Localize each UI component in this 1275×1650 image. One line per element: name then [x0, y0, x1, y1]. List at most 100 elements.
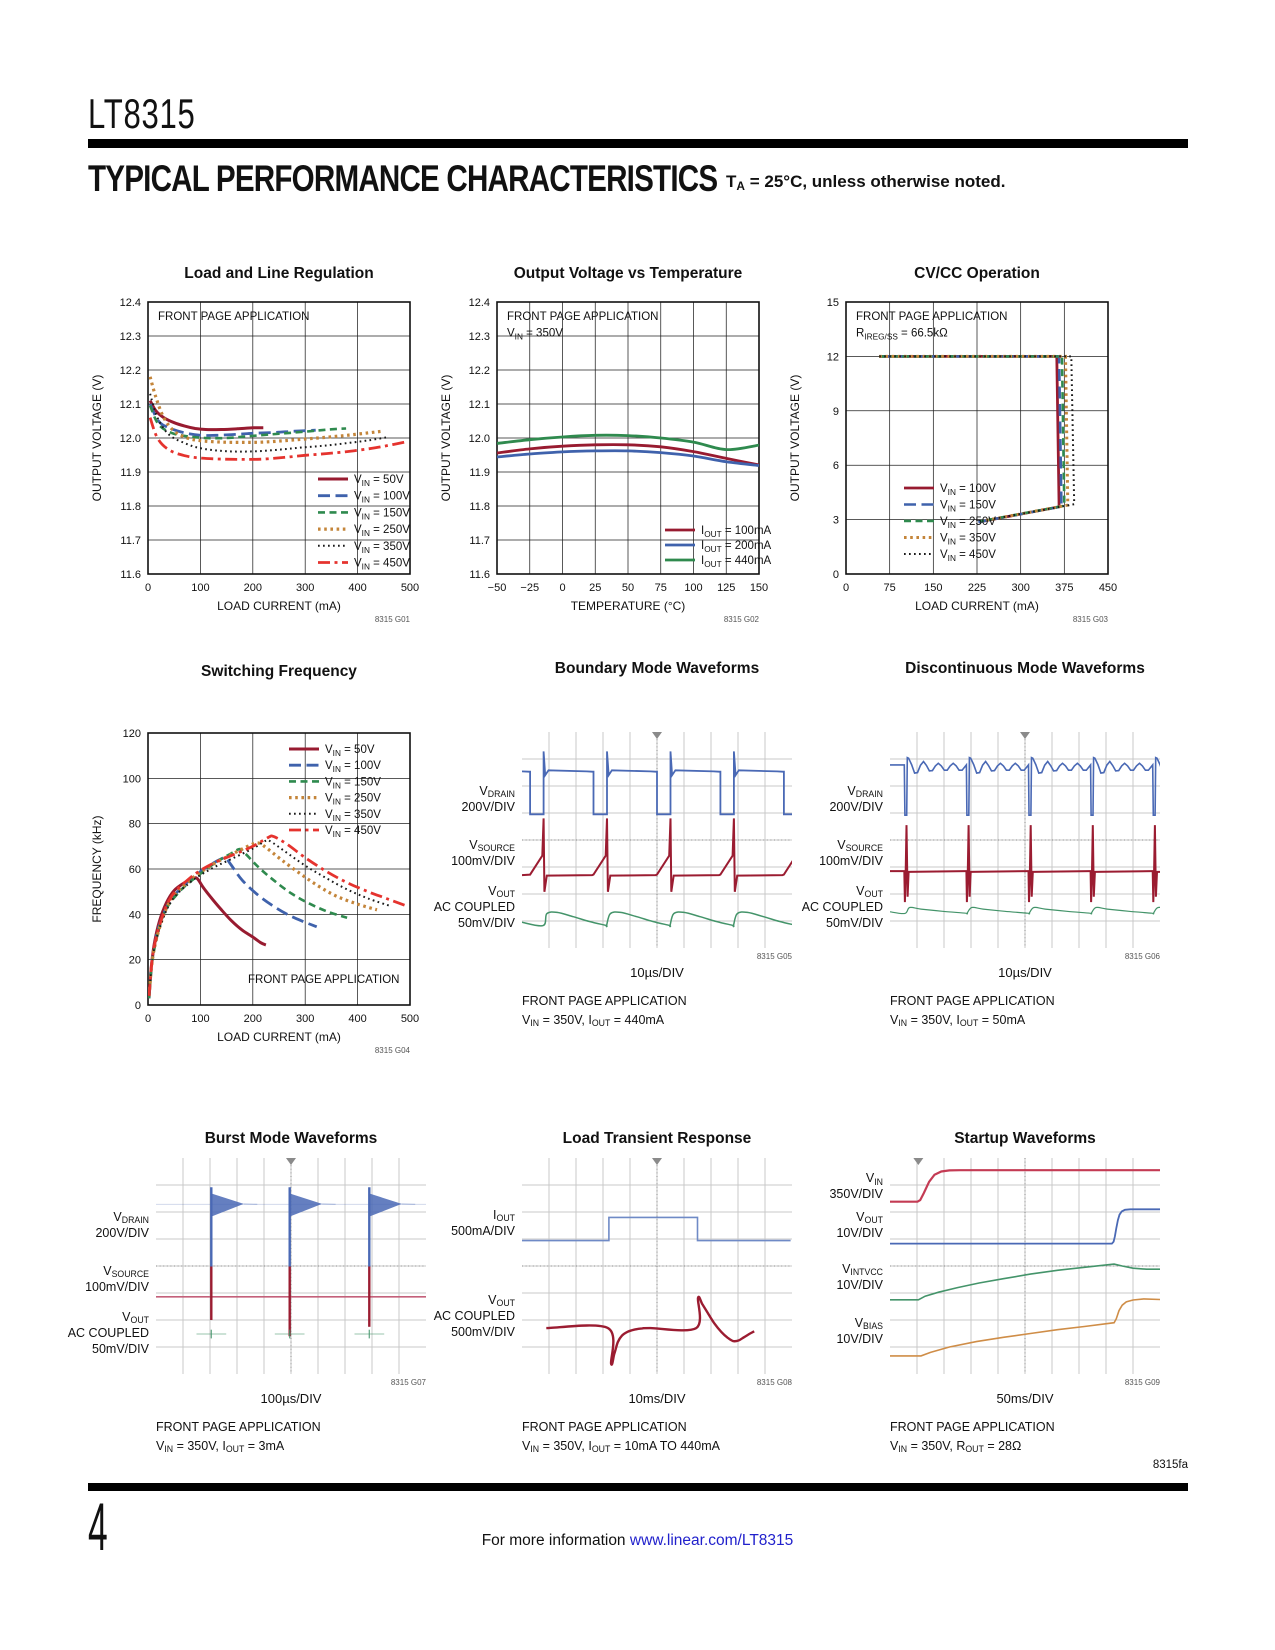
legend: VIN = 100V VIN = 150V VIN = 250V VIN = 350V… — [904, 483, 996, 563]
scope-canvas — [890, 732, 1160, 948]
series-v-in-50v — [148, 399, 264, 432]
svg-text:500: 500 — [401, 582, 419, 594]
plot-canvas: Switching Frequency 0 100 200 300 400 500 0 20 40… — [90, 663, 419, 1055]
scope-channel-label: VDRAIN 200V/DIV — [461, 783, 515, 814]
svg-text:20: 20 — [129, 955, 141, 967]
series-v-in-450v — [879, 355, 1076, 520]
scope-channel-label: VOUT AC COUPLED 500mV/DIV — [433, 1292, 515, 1339]
chart-discontinuous-mode-waveforms: Discontinuous Mode Waveforms VDRAIN 200V/D… — [800, 660, 1172, 1070]
svg-text:75: 75 — [884, 582, 896, 594]
trace-vdrain-tail-0 — [243, 1203, 258, 1205]
svg-text:50: 50 — [622, 582, 634, 594]
svg-text:225: 225 — [968, 582, 986, 594]
svg-text:VIN = 250V: VIN = 250V — [325, 793, 381, 807]
series-v-in-100v — [879, 355, 1061, 524]
svg-text:12.2: 12.2 — [469, 365, 490, 377]
svg-text:VIN = 350V: VIN = 350V — [940, 533, 996, 547]
chart-startup-waveforms: Startup Waveforms VIN 350V/DIV VOUT 10V/DIV V… — [800, 1130, 1172, 1530]
graph-number: 8315 G08 — [756, 1378, 792, 1387]
part-number: LT8315 — [88, 90, 196, 137]
svg-text:200: 200 — [244, 1013, 262, 1025]
svg-text:11.8: 11.8 — [469, 501, 490, 513]
svg-text:150: 150 — [924, 582, 942, 594]
svg-text:FRONT PAGE APPLICATION: FRONT PAGE APPLICATION — [248, 974, 399, 986]
svg-text:15: 15 — [827, 297, 839, 309]
series-v-in-150v — [879, 355, 1063, 524]
svg-text:VIN = 250V: VIN = 250V — [354, 524, 410, 538]
scope-channel-label: VINTVCC 10V/DIV — [836, 1261, 883, 1292]
svg-text:LOAD CURRENT (mA): LOAD CURRENT (mA) — [915, 599, 1039, 613]
trigger-marker-icon — [1020, 732, 1030, 739]
svg-text:100: 100 — [191, 1013, 209, 1025]
series-i-out-100ma — [497, 443, 759, 467]
series-group — [879, 354, 1076, 524]
series-v-in-450v — [148, 834, 406, 997]
series-group — [497, 433, 759, 467]
graph-number: 8315 G04 — [375, 1046, 411, 1055]
chart-switching-frequency: Switching Frequency 0 100 200 300 400 500 0 20 40… — [88, 660, 448, 1080]
plot-canvas: Load and Line Regulation 0 100 200 300 400 500… — [90, 265, 419, 624]
svg-text:11.7: 11.7 — [120, 535, 141, 547]
graph-number: 8315 G07 — [390, 1378, 426, 1387]
trace-vdrain — [890, 756, 1160, 816]
svg-text:75: 75 — [655, 582, 667, 594]
svg-text:300: 300 — [296, 582, 314, 594]
chart-output-voltage-vs-temperature: Output Voltage vs Temperature −50 −25 0 25 50… — [437, 262, 797, 652]
svg-text:125: 125 — [717, 582, 735, 594]
footer-info-link[interactable]: www.linear.com/LT8315 — [629, 1532, 794, 1549]
svg-text:0: 0 — [145, 1013, 151, 1025]
svg-text:VIN = 350V: VIN = 350V — [354, 541, 410, 555]
series-group — [148, 834, 406, 999]
svg-text:100: 100 — [684, 582, 702, 594]
chart-load-and-line-regulation: Load and Line Regulation 0 100 200 300 400 500… — [88, 262, 448, 652]
legend: VIN = 50V VIN = 100V VIN = 150V VIN = 250V V… — [289, 744, 381, 839]
scope-channel-label: VOUT AC COUPLED 50mV/DIV — [433, 883, 515, 930]
svg-text:0: 0 — [559, 582, 565, 594]
svg-text:300: 300 — [1011, 582, 1029, 594]
trace-vdrain-tail-2 — [401, 1203, 416, 1205]
graph-number: 8315 G05 — [756, 952, 792, 961]
header-rule — [88, 139, 1188, 148]
svg-text:500: 500 — [401, 1013, 419, 1025]
time-per-div-label: 50ms/DIV — [996, 1391, 1054, 1406]
trace-vout — [890, 906, 1160, 915]
doc-code: 8315fa — [1152, 1459, 1188, 1471]
trace-vdrain-comet-1 — [290, 1193, 323, 1217]
svg-text:OUTPUT VOLTAGE (V): OUTPUT VOLTAGE (V) — [90, 375, 104, 502]
scope-channel-label: VDRAIN 200V/DIV — [95, 1209, 149, 1240]
svg-text:6: 6 — [833, 460, 839, 472]
svg-text:VIN = 250V: VIN = 250V — [940, 516, 996, 530]
scope-channel-label: VBIAS 10V/DIV — [836, 1315, 883, 1346]
scope-channel-label: VSOURCE 100mV/DIV — [85, 1263, 149, 1294]
series-v-in-450v — [148, 417, 406, 461]
svg-text:12.4: 12.4 — [120, 297, 141, 309]
trace-group — [522, 1216, 791, 1366]
footer-info-text: For more information — [481, 1532, 630, 1549]
graph-number: 8315 G01 — [375, 615, 411, 624]
series-group — [148, 376, 406, 461]
chart-caption: FRONT PAGE APPLICATION VIN = 350V, IOUT =… — [522, 1420, 720, 1455]
trace-iout — [522, 1216, 791, 1242]
section-condition: TA = 25°C, unless otherwise noted. — [726, 172, 1006, 194]
trace-vintvcc — [890, 1263, 1160, 1301]
svg-text:VIN = 450V: VIN = 450V — [940, 549, 996, 563]
svg-text:VIN = 350V: VIN = 350V — [507, 328, 563, 342]
series-i-out-440ma — [497, 433, 759, 452]
footer-rule — [88, 1483, 1188, 1491]
svg-text:150: 150 — [750, 582, 768, 594]
svg-text:IOUT = 440mA: IOUT = 440mA — [701, 555, 772, 569]
scope-canvas — [522, 732, 792, 948]
svg-text:IOUT = 100mA: IOUT = 100mA — [701, 525, 772, 539]
svg-text:VIN = 50V: VIN = 50V — [354, 474, 404, 488]
scope-channel-label: IOUT 500mA/DIV — [451, 1207, 515, 1238]
svg-text:VIN = 450V: VIN = 450V — [325, 825, 381, 839]
scope-channel-label: VDRAIN 200V/DIV — [829, 783, 883, 814]
plot-canvas: Output Voltage vs Temperature −50 −25 0 25 50… — [439, 265, 772, 624]
scope-canvas — [522, 1158, 792, 1374]
svg-text:11.6: 11.6 — [120, 569, 141, 581]
svg-text:12.1: 12.1 — [120, 399, 141, 411]
svg-text:80: 80 — [129, 819, 141, 831]
series-v-in-350v — [148, 839, 393, 997]
trace-vsource — [890, 825, 1160, 903]
